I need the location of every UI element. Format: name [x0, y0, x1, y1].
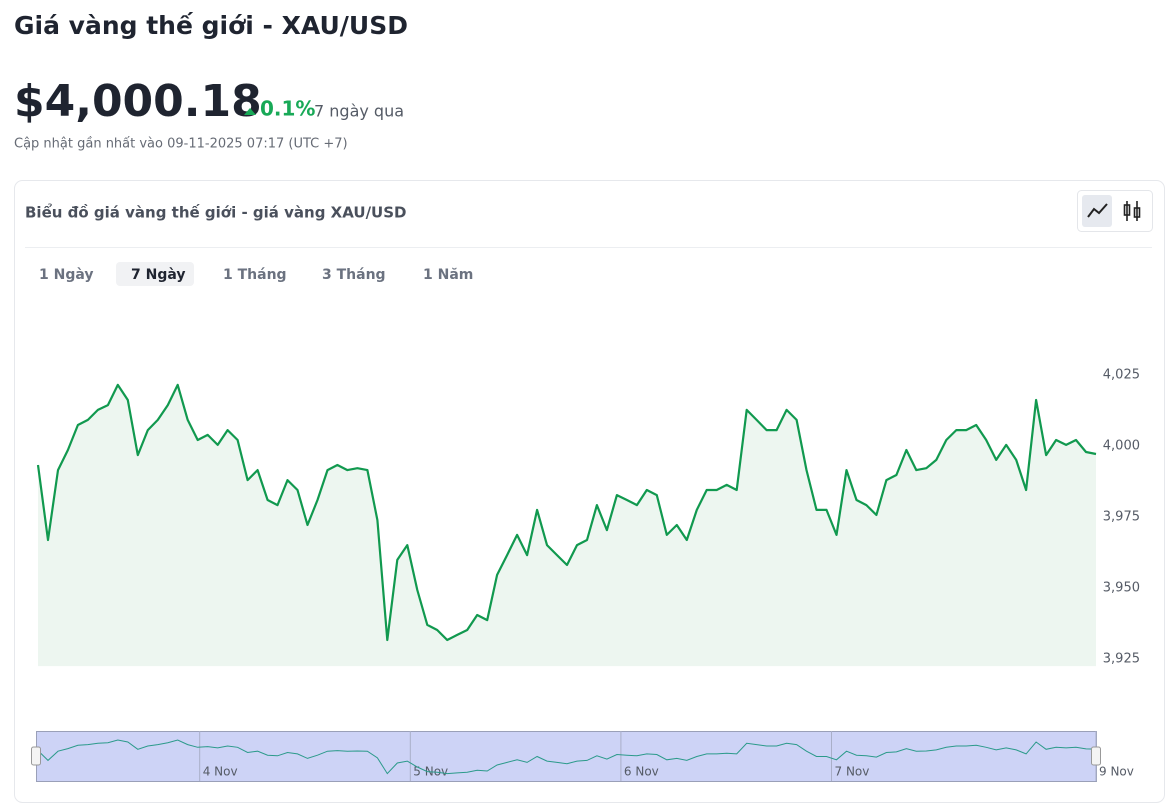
range-button[interactable]: 3 Tháng — [322, 267, 386, 283]
y-tick-label: 3,925 — [1103, 652, 1140, 667]
change: 0.1% — [260, 97, 315, 121]
up-arrow — [244, 108, 256, 115]
card-title: Biểu đồ giá vàng thế giới - giá vàng XAU… — [25, 203, 406, 222]
updated: Cập nhật gần nhất vào 09-11-2025 07:17 (… — [14, 137, 348, 152]
navigator-tick-label: 6 Nov — [624, 765, 659, 779]
range-button[interactable]: 1 Năm — [423, 267, 473, 283]
price-line — [36, 383, 1097, 642]
page-title: Giá vàng thế giới - XAU/USD — [14, 11, 408, 40]
range-button[interactable]: 1 Ngày — [39, 267, 94, 283]
area — [38, 384, 1096, 667]
navigator-handle[interactable] — [31, 746, 41, 766]
line-icon — [1087, 203, 1108, 218]
navigator[interactable] — [36, 731, 1097, 782]
y-tick-label: 4,025 — [1103, 368, 1140, 383]
range-buttons: 1 Ngày 7 Ngày 1 Tháng 3 Tháng 1 Năm — [39, 262, 473, 286]
y-tick-label: 3,950 — [1103, 581, 1140, 596]
range-button[interactable]: 1 Tháng — [223, 267, 287, 283]
navigator-tick-label: 9 Nov — [1099, 765, 1134, 779]
active-range-bg — [116, 262, 194, 286]
candle-icon[interactable] — [1123, 201, 1141, 221]
period: 7 ngày qua — [314, 102, 404, 121]
navigator-tick-label: 7 Nov — [835, 765, 870, 779]
range-button[interactable]: 7 Ngày — [131, 267, 186, 283]
y-tick-label: 4,000 — [1103, 439, 1140, 454]
navigator-handle[interactable] — [1091, 746, 1101, 766]
navigator-tick-label: 4 Nov — [203, 765, 238, 779]
navigator-line — [37, 739, 1097, 775]
y-tick-label: 3,975 — [1103, 510, 1140, 525]
price: $4,000.18 — [14, 76, 262, 127]
